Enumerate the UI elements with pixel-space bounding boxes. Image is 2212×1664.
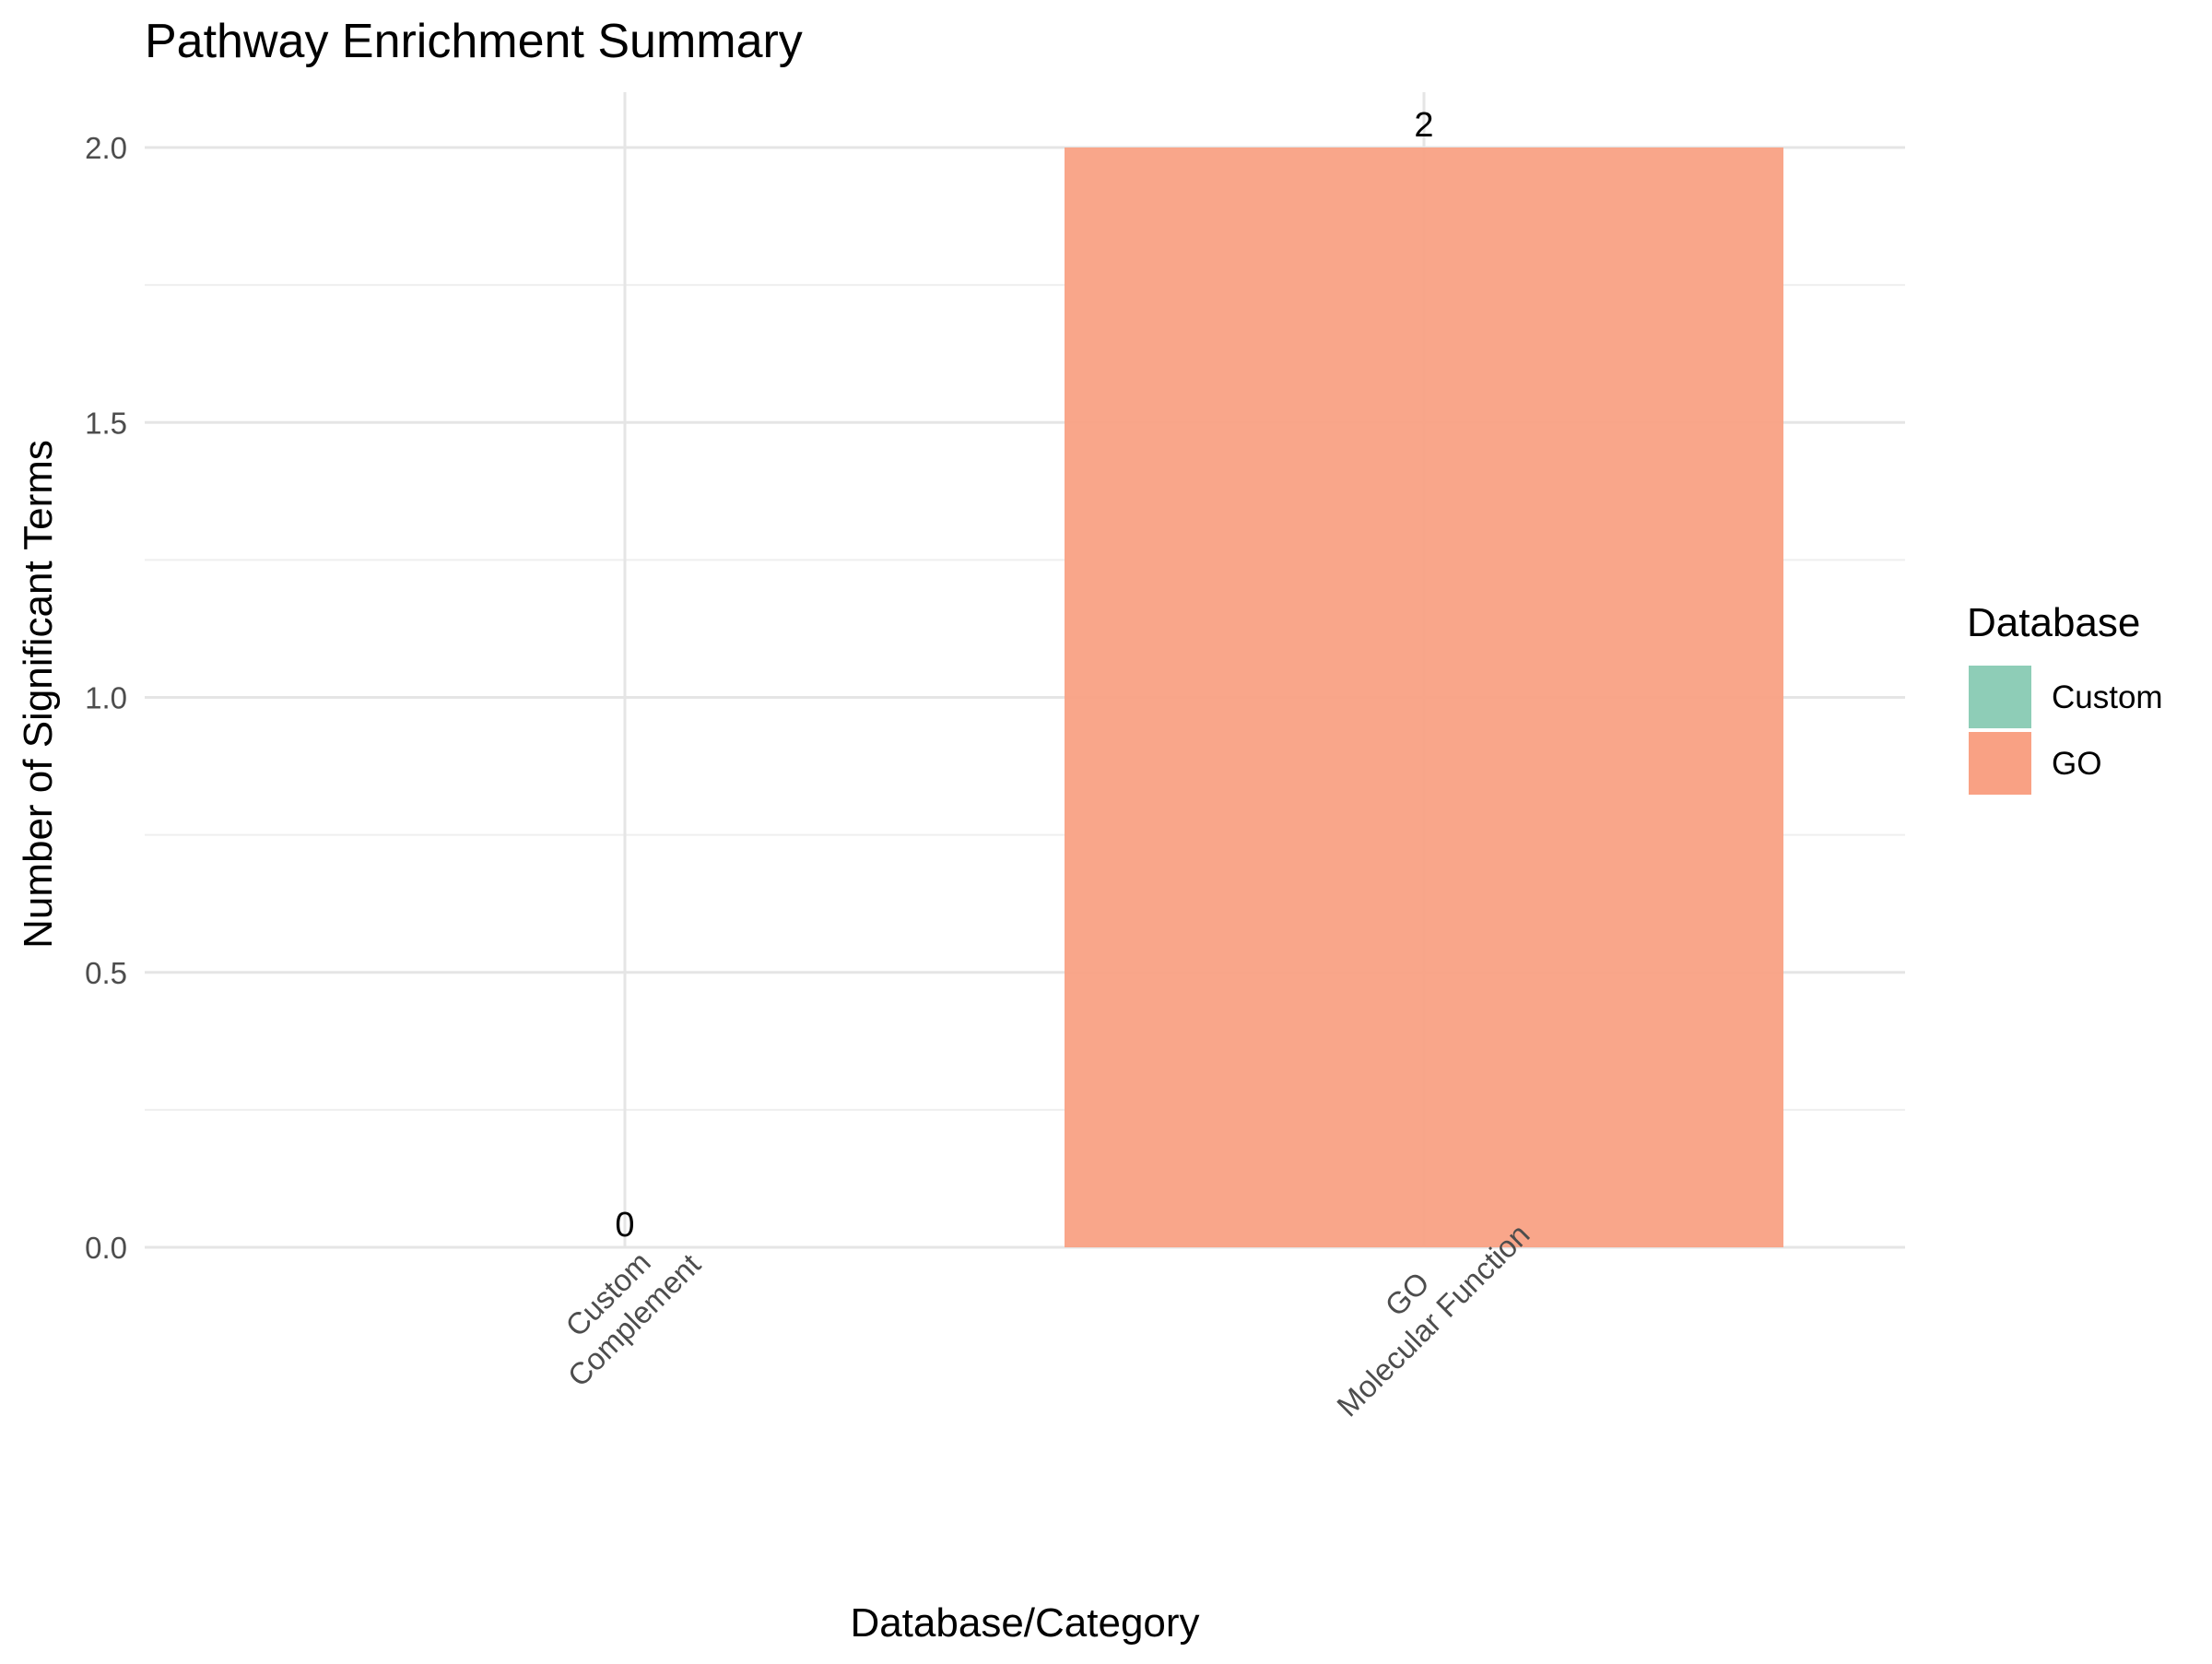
legend-label-go: GO (2052, 746, 2101, 782)
data-label: 2 (1414, 106, 1433, 145)
legend-swatch-custom (1969, 666, 2031, 728)
x-axis-title: Database/Category (850, 1600, 1199, 1646)
bar-go (1065, 148, 1783, 1247)
y-axis-ticks: 0.0 0.5 1.0 1.5 2.0 (85, 131, 127, 1265)
legend-swatch-go (1969, 732, 2031, 795)
legend-title: Database (1967, 600, 2140, 645)
data-label: 0 (615, 1206, 634, 1245)
y-tick-label: 0.0 (85, 1231, 127, 1265)
y-axis-title: Number of Significant Terms (16, 440, 61, 949)
y-tick-label: 1.5 (85, 406, 127, 440)
y-tick-label: 0.5 (85, 956, 127, 990)
legend: Database Custom GO (1967, 600, 2163, 795)
legend-label-custom: Custom (2052, 679, 2163, 715)
bar-layer (1065, 148, 1783, 1247)
y-tick-label: 1.0 (85, 681, 127, 715)
data-label-layer: 02 (615, 106, 1433, 1245)
legend-items: Custom GO (1969, 666, 2163, 795)
chart-title: Pathway Enrichment Summary (145, 15, 803, 68)
y-tick-label: 2.0 (85, 131, 127, 165)
